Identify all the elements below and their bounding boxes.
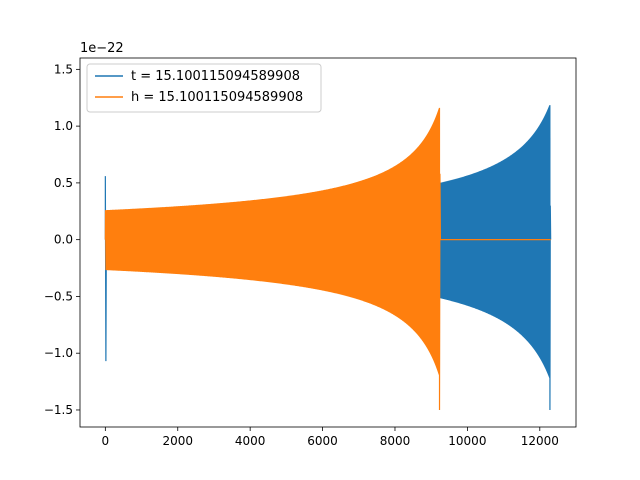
plot-area [104,105,552,410]
y-offset-label: 1e−22 [80,41,124,56]
x-tick-label: 12000 [521,434,559,448]
axes-frame [79,57,577,428]
series-line-h [104,107,551,410]
y-tick-label: 1.5 [54,62,73,76]
y-tick-label: 1.0 [54,119,73,133]
legend-label-h: h = 15.100115094589908 [131,90,303,105]
legend-label-t: t = 15.100115094589908 [131,69,300,84]
y-tick-label: −1.5 [44,403,73,417]
x-tick-label: 10000 [448,434,486,448]
x-tick-label: 6000 [307,434,338,448]
x-tick-label: 0 [102,434,110,448]
y-axis: −1.5 −1.0 −0.5 0.0 0.5 1.0 1.5 [44,62,80,417]
legend: t = 15.100115094589908 h = 15.1001150945… [86,63,322,113]
x-tick-label: 2000 [162,434,193,448]
y-tick-label: 0.5 [54,176,73,190]
y-tick-label: −0.5 [44,289,73,303]
legend-box [86,63,322,113]
x-tick-label: 8000 [380,434,411,448]
x-axis: 0 2000 4000 6000 8000 10000 12000 [102,427,559,448]
x-tick-label: 4000 [235,434,266,448]
y-tick-label: 0.0 [54,233,73,247]
y-tick-label: −1.0 [44,346,73,360]
